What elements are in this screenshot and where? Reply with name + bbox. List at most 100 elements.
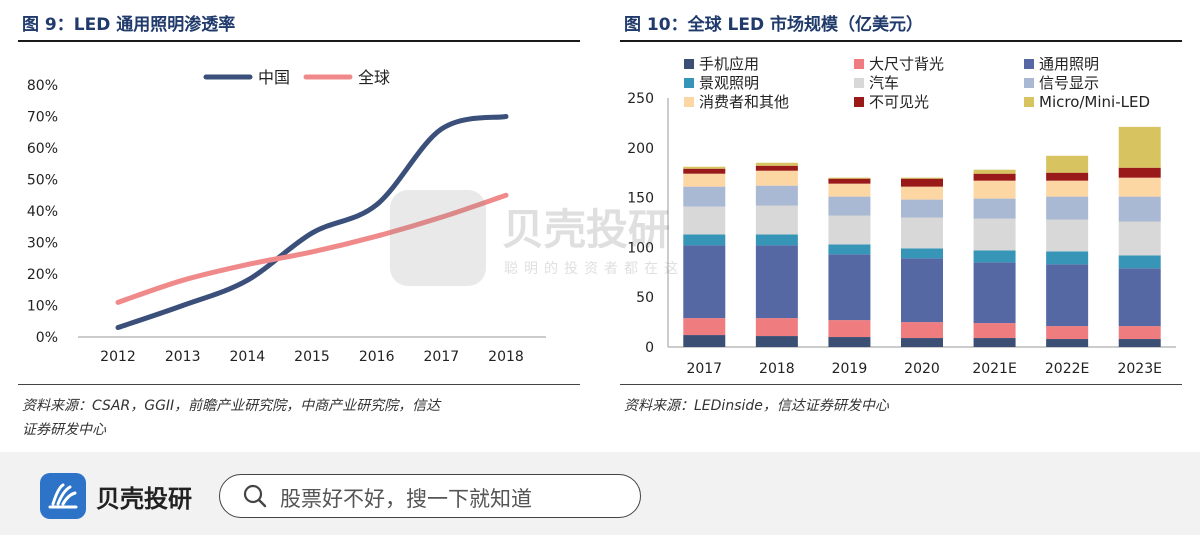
series-line-中国 [115,114,509,331]
x-tick-label: 2023E [1117,361,1161,377]
x-tick-label: 2022E [1045,361,1089,377]
legend-swatch [1024,59,1034,69]
bar-segment-汽车 [828,215,871,245]
legend-swatch [854,78,864,88]
bar-segment-不可见光 [1118,167,1161,178]
legend-label: 手机应用 [699,55,759,73]
panel1-title: 图 9：LED 通用照明渗透率 [22,15,236,35]
bar-segment-通用照明 [828,254,871,321]
legend-label: 消费者和其他 [699,93,789,111]
y-tick-label: 10% [27,299,58,315]
legend-label: 大尺寸背光 [869,55,944,73]
bar-segment-信号显示 [1118,196,1161,222]
panel1-source-2: 证券研发中心 [22,422,106,438]
bar-segment-汽车 [1118,221,1161,256]
bar-segment-景观照明 [755,234,798,246]
y-tick-label: 40% [27,204,58,220]
y-tick-label: 0% [36,330,58,346]
y-tick-label: 50 [636,290,654,306]
bar-segment-大尺寸背光 [683,318,726,336]
bar-segment-景观照明 [973,250,1016,263]
bar-segment-景观照明 [1046,251,1089,265]
brand-logo-icon[interactable] [40,473,86,519]
x-tick-label: 2013 [165,349,201,365]
search-icon [243,484,267,508]
bar-segment-Micro/Mini-LED [828,177,871,179]
bar-segment-手机应用 [901,338,943,347]
line-chart: 0% 10% 20% 30% 40% 50% 60% 70% 80% 2012 2013 2014 20… [27,68,546,365]
y-tick-label: 30% [27,236,58,252]
bar-segment-汽车 [755,205,798,235]
legend-label: 景观照明 [699,74,759,92]
bar-segment-消费者和其他 [901,186,943,200]
bar-segment-手机应用 [755,336,798,347]
y-tick-label: 70% [27,110,58,126]
bar-segment-大尺寸背光 [1118,326,1161,340]
legend-swatch [854,97,864,107]
y-tick-label: 0 [645,340,654,356]
bar-segment-信号显示 [755,185,798,206]
title-rule [620,40,1182,42]
bar-segment-景观照明 [828,244,871,255]
bar-segment-通用照明 [973,262,1016,324]
legend-swatch [1024,97,1034,107]
bar-segment-消费者和其他 [683,173,726,187]
source-rule [18,384,580,385]
x-tick-label: 2021E [972,361,1016,377]
x-tick-label: 2017 [424,349,460,365]
y-tick-label: 200 [627,141,654,157]
bar-segment-手机应用 [1118,339,1161,347]
y-tick-label: 100 [627,240,654,256]
x-tick-label: 2018 [488,349,524,365]
legend-label: 汽车 [869,74,899,92]
legend-swatch [684,59,694,69]
bar-segment-信号显示 [828,196,871,216]
panel-market-size: 图 10：全球 LED 市场规模（亿美元） 0 50 100 150 200 250 201… [620,0,1182,414]
y-tick-label: 250 [627,91,654,107]
title-rule [18,40,580,42]
y-tick-label: 50% [27,173,58,189]
x-tick-label: 2017 [686,361,722,377]
legend-swatch [684,97,694,107]
source-rule [620,384,1182,385]
legend-label: 信号显示 [1039,74,1099,92]
bar-segment-通用照明 [901,258,943,323]
bar-segment-Micro/Mini-LED [755,162,798,166]
y-tick-label: 80% [27,78,58,94]
legend-label: 全球 [358,68,390,87]
bar-segment-手机应用 [683,335,726,347]
bar-segment-大尺寸背光 [973,323,1016,339]
bar-segment-景观照明 [901,248,943,259]
bar-segment-大尺寸背光 [901,322,943,339]
bar-segment-景观照明 [1118,255,1161,269]
bar-segment-手机应用 [1046,339,1089,347]
bar-segment-消费者和其他 [1118,177,1161,197]
bar-segment-手机应用 [828,337,871,347]
bar-segment-汽车 [1046,219,1089,252]
bar-segment-不可见光 [901,178,943,187]
y-tick-label: 60% [27,141,58,157]
x-tick-label: 2019 [832,361,868,377]
legend-swatch [1024,78,1034,88]
bar-segment-Micro/Mini-LED [683,166,726,169]
bar-segment-信号显示 [1046,196,1089,220]
bar-segment-不可见光 [755,165,798,171]
bar-segment-Micro/Mini-LED [973,169,1016,174]
bar-segment-通用照明 [1046,264,1089,327]
search-box[interactable]: 股票好不好，搜一下就知道 [219,474,641,518]
x-tick-label: 2014 [230,349,266,365]
bar-segment-Micro/Mini-LED [1046,155,1089,173]
bar-segment-通用照明 [1118,268,1161,327]
bar-segment-Micro/Mini-LED [901,177,943,179]
legend-label: 中国 [258,68,290,87]
bar-segment-Micro/Mini-LED [1118,126,1161,168]
bar-segment-消费者和其他 [973,180,1016,199]
bar-segment-手机应用 [973,338,1016,347]
bar-segment-汽车 [683,206,726,235]
legend-label: Micro/Mini-LED [1039,93,1150,111]
x-tick-label: 2016 [359,349,395,365]
panel2-title: 图 10：全球 LED 市场规模（亿美元） [624,15,923,35]
search-input[interactable]: 股票好不好，搜一下就知道 [280,487,532,511]
legend-label: 不可见光 [869,93,929,111]
bar-segment-消费者和其他 [755,170,798,186]
